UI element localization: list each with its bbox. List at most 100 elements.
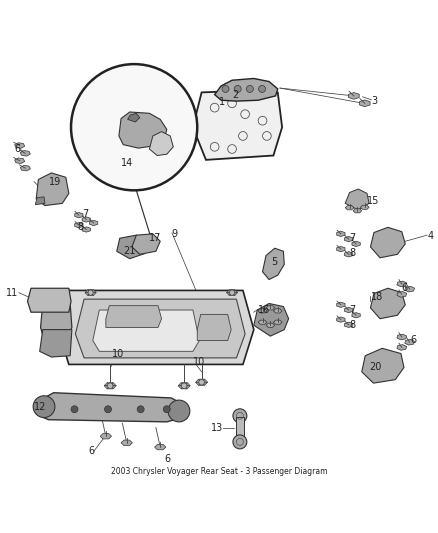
Polygon shape: [345, 206, 354, 210]
Polygon shape: [337, 231, 345, 237]
Polygon shape: [184, 386, 190, 389]
Polygon shape: [349, 93, 359, 99]
Polygon shape: [82, 217, 90, 222]
Polygon shape: [198, 379, 205, 382]
Polygon shape: [337, 302, 345, 308]
Circle shape: [71, 406, 78, 413]
Text: 4: 4: [428, 231, 434, 241]
Text: 18: 18: [371, 292, 384, 302]
Polygon shape: [215, 78, 278, 101]
Polygon shape: [75, 222, 83, 228]
Polygon shape: [405, 340, 414, 345]
Text: 10: 10: [193, 357, 205, 367]
Polygon shape: [362, 349, 404, 383]
Polygon shape: [352, 313, 360, 318]
Polygon shape: [91, 293, 96, 296]
Polygon shape: [75, 299, 245, 358]
Polygon shape: [100, 433, 112, 439]
Polygon shape: [181, 386, 187, 389]
Polygon shape: [352, 241, 360, 246]
Polygon shape: [345, 189, 369, 210]
Polygon shape: [360, 100, 370, 107]
Text: 6: 6: [15, 144, 21, 154]
Polygon shape: [178, 386, 184, 389]
Polygon shape: [36, 173, 69, 206]
Circle shape: [33, 396, 55, 417]
Polygon shape: [20, 165, 30, 171]
Polygon shape: [20, 150, 30, 156]
Polygon shape: [371, 228, 405, 258]
Polygon shape: [149, 132, 173, 156]
Polygon shape: [273, 320, 282, 324]
Circle shape: [88, 290, 93, 295]
Text: 7: 7: [350, 305, 356, 315]
Polygon shape: [85, 289, 91, 293]
Circle shape: [233, 435, 247, 449]
Polygon shape: [14, 143, 25, 148]
Polygon shape: [93, 310, 199, 351]
Polygon shape: [353, 209, 362, 213]
Polygon shape: [104, 386, 110, 389]
Polygon shape: [82, 227, 90, 232]
Text: 14: 14: [121, 158, 133, 168]
Text: 19: 19: [49, 176, 61, 187]
Polygon shape: [132, 234, 160, 254]
Polygon shape: [198, 382, 205, 385]
Polygon shape: [266, 306, 275, 310]
Circle shape: [71, 64, 197, 190]
Polygon shape: [337, 317, 345, 322]
Polygon shape: [262, 248, 284, 279]
Circle shape: [234, 85, 241, 92]
Polygon shape: [88, 289, 93, 293]
Text: 12: 12: [34, 402, 46, 411]
Polygon shape: [226, 289, 232, 293]
Polygon shape: [117, 235, 147, 259]
Polygon shape: [345, 308, 353, 313]
Polygon shape: [229, 293, 235, 296]
Text: 6: 6: [410, 335, 417, 345]
Polygon shape: [345, 252, 353, 257]
Text: 8: 8: [350, 320, 356, 330]
Polygon shape: [273, 309, 282, 313]
Polygon shape: [258, 320, 267, 324]
Text: 13: 13: [211, 423, 223, 433]
Polygon shape: [195, 382, 201, 385]
Polygon shape: [201, 382, 208, 385]
Polygon shape: [107, 386, 113, 389]
Polygon shape: [397, 345, 407, 350]
Polygon shape: [254, 303, 289, 336]
Circle shape: [163, 406, 170, 413]
Text: 7: 7: [82, 209, 88, 219]
Polygon shape: [106, 305, 162, 327]
Polygon shape: [41, 303, 72, 343]
Polygon shape: [201, 379, 208, 382]
Polygon shape: [360, 205, 369, 209]
Circle shape: [247, 85, 253, 92]
Polygon shape: [127, 114, 140, 122]
Circle shape: [181, 383, 187, 389]
Polygon shape: [232, 289, 238, 293]
Polygon shape: [40, 329, 72, 357]
Circle shape: [222, 85, 229, 92]
Polygon shape: [75, 213, 83, 218]
Polygon shape: [184, 383, 190, 386]
Text: 2: 2: [232, 90, 238, 100]
Text: 7: 7: [350, 233, 356, 243]
Polygon shape: [181, 383, 187, 386]
Text: 15: 15: [367, 196, 379, 206]
Polygon shape: [178, 383, 184, 386]
Polygon shape: [232, 293, 238, 296]
Polygon shape: [405, 286, 414, 292]
Polygon shape: [110, 383, 116, 386]
Polygon shape: [397, 292, 407, 297]
Polygon shape: [41, 393, 184, 422]
Polygon shape: [104, 383, 110, 386]
Polygon shape: [110, 386, 116, 389]
Circle shape: [105, 406, 112, 413]
Text: 20: 20: [369, 361, 381, 372]
Polygon shape: [226, 293, 232, 296]
Polygon shape: [107, 383, 113, 386]
Bar: [236, 417, 244, 441]
Polygon shape: [35, 197, 45, 205]
Polygon shape: [345, 237, 353, 241]
